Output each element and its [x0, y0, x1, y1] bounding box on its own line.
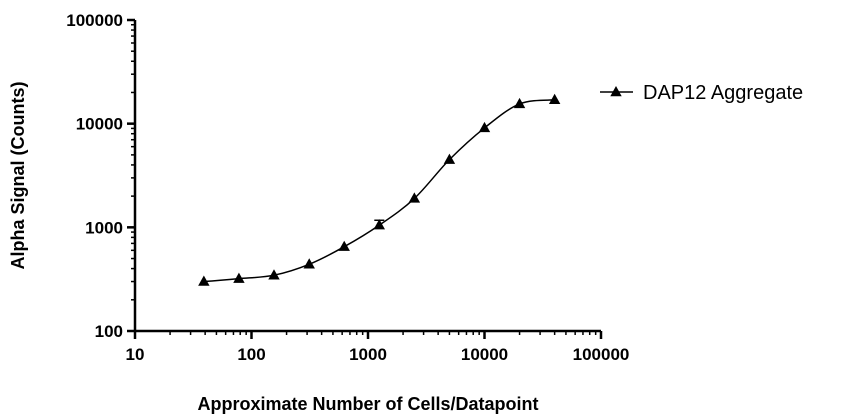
x-axis-title: Approximate Number of Cells/Datapoint [197, 394, 538, 414]
legend-label: DAP12 Aggregate [643, 82, 803, 104]
data-point-triangle [548, 93, 561, 104]
plot-area [198, 93, 561, 286]
data-point-triangle [268, 269, 280, 280]
x-tick-label: 10000 [461, 345, 508, 364]
data-point-triangle [513, 97, 526, 109]
x-tick-label: 100 [237, 345, 265, 364]
y-axis-title: Alpha Signal (Counts) [8, 82, 28, 270]
data-point-triangle [408, 192, 421, 203]
y-ticks: 100 1000 10000 100000 [66, 11, 135, 341]
y-tick-label: 10000 [76, 115, 123, 134]
data-point-triangle [443, 153, 456, 164]
data-points [198, 93, 561, 286]
x-tick-label: 100000 [573, 345, 630, 364]
data-point-triangle [373, 219, 385, 230]
y-tick-label: 100000 [66, 11, 123, 30]
data-point-triangle [338, 240, 350, 251]
data-point-triangle [198, 275, 210, 286]
data-point-triangle [478, 121, 491, 133]
x-tick-label: 10 [126, 345, 145, 364]
legend-triangle-marker [610, 86, 622, 97]
x-ticks: 10 100 1000 10000 100000 [126, 331, 630, 364]
y-tick-label: 1000 [85, 218, 123, 237]
data-point-triangle [233, 272, 245, 283]
legend: DAP12 Aggregate [600, 82, 803, 104]
data-point-triangle [303, 258, 315, 269]
y-tick-label: 100 [95, 322, 123, 341]
fit-curve [203, 99, 555, 283]
x-tick-label: 1000 [349, 345, 387, 364]
